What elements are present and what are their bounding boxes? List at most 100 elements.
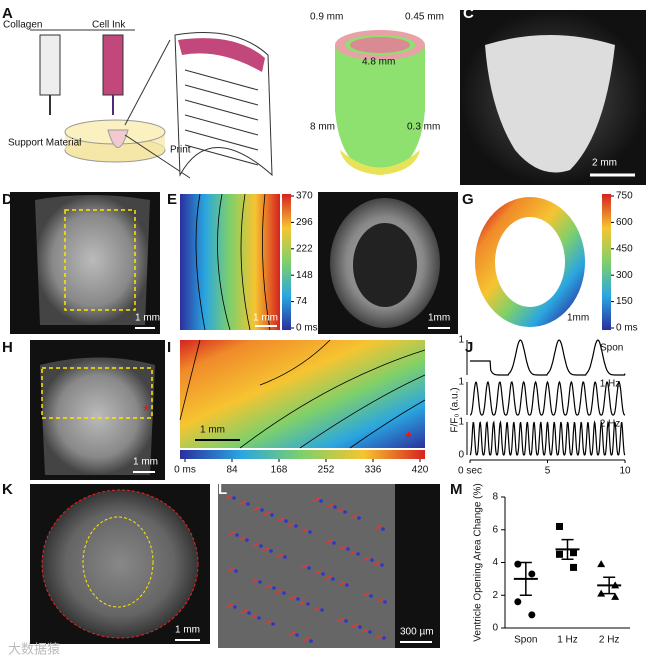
panel-l: 300 µm — [218, 484, 440, 648]
svg-text:*: * — [143, 403, 149, 420]
cell-marker — [258, 580, 262, 584]
scale-bar-label: 1 mm — [253, 313, 278, 324]
y-tick-label: 8 — [492, 492, 498, 503]
velocity-arrow — [263, 511, 271, 516]
y-tick-label: 6 — [492, 524, 498, 535]
velocity-arrow — [239, 500, 247, 505]
cell-marker — [260, 508, 264, 512]
panel-e: 1 mm — [180, 193, 291, 331]
ventricle-model — [335, 45, 425, 175]
trace-label: 1 Hz — [600, 379, 621, 390]
cell-marker — [356, 552, 360, 556]
cell-marker — [306, 602, 310, 606]
cell-marker — [296, 597, 300, 601]
colorbar-label: 168 — [271, 465, 288, 476]
scale-bar-label: 1mm — [428, 313, 450, 324]
velocity-arrow — [288, 631, 296, 636]
y-tick-label: 2 — [492, 590, 498, 601]
scale-bar-label: 1mm — [567, 313, 589, 324]
panel-letter: J — [465, 339, 473, 356]
scale-bar-label: 1 mm — [175, 625, 200, 636]
colorbar-label: 370 — [296, 191, 313, 202]
label: Cell Ink — [92, 20, 126, 31]
label: Collagen — [3, 20, 42, 31]
velocity-arrow — [375, 634, 383, 639]
velocity-arrow — [253, 506, 261, 511]
velocity-arrow — [275, 589, 283, 594]
calcium-trace — [470, 339, 626, 376]
cell-marker — [232, 496, 236, 500]
panel-c: 2 mm — [460, 10, 646, 185]
colorbar-label: 300 — [616, 270, 633, 281]
velocity-arrow — [362, 592, 370, 597]
panel-d: 1 mm — [10, 192, 160, 334]
cell-marker — [333, 505, 337, 509]
data-point — [556, 522, 563, 530]
velocity-arrow — [313, 606, 321, 611]
cell-marker — [294, 524, 298, 528]
printed-ventricle-photo — [485, 35, 615, 173]
y-tick-label: 1 — [458, 377, 464, 388]
velocity-arrow — [301, 528, 309, 533]
cell-marker — [320, 608, 324, 612]
cell-marker — [382, 636, 386, 640]
data-point — [514, 598, 522, 606]
velocity-arrow — [338, 581, 346, 586]
colorbar-label: 150 — [616, 296, 633, 307]
syringe — [39, 34, 61, 96]
data-point — [597, 589, 606, 597]
velocity-arrow — [336, 508, 344, 513]
error-bar — [519, 561, 532, 596]
dimension: 0.45 mm — [405, 12, 444, 23]
colorbar-label: 296 — [296, 217, 313, 228]
colorbar-label: 0 ms — [296, 323, 318, 334]
velocity-arrow — [314, 570, 322, 575]
cell-marker — [269, 549, 273, 553]
dimension: 0.3 mm — [407, 122, 440, 133]
velocity-arrow — [350, 514, 358, 519]
panel-a: Collagen Cell Ink Support Material Print — [3, 20, 273, 179]
cell-marker — [345, 583, 349, 587]
colorbar-label: 252 — [318, 465, 335, 476]
cell-marker — [284, 519, 288, 523]
panel-letter: E — [167, 191, 177, 208]
collagen-layers — [184, 69, 259, 166]
colorbar — [180, 450, 425, 459]
panel-letter: H — [2, 339, 13, 356]
velocity-arrow — [337, 617, 345, 622]
x-tick-label: 0 sec — [458, 466, 482, 477]
velocity-arrow — [312, 497, 320, 502]
x-tick-label: 2 Hz — [599, 635, 620, 646]
colorbar-label: 74 — [296, 296, 308, 307]
cell-marker — [344, 619, 348, 623]
cell-marker — [233, 605, 237, 609]
velocity-arrow — [262, 547, 270, 552]
activation-map — [475, 197, 585, 327]
cell-marker — [319, 499, 323, 503]
velocity-arrow — [361, 628, 369, 633]
cell-marker — [380, 563, 384, 567]
velocity-arrow — [363, 556, 371, 561]
colorbar-label: 148 — [296, 270, 313, 281]
colorbar-label: 222 — [296, 243, 313, 254]
colorbar — [282, 194, 291, 330]
velocity-arrow — [252, 542, 260, 547]
velocity-arrow — [250, 614, 258, 619]
cell-marker — [346, 547, 350, 551]
cell-marker — [271, 622, 275, 626]
velocity-arrow — [276, 553, 284, 558]
panel-letter: D — [2, 191, 13, 208]
colorbar-label: 0 ms — [174, 465, 196, 476]
cell-marker — [245, 538, 249, 542]
velocity-arrow — [228, 531, 236, 536]
cell-marker — [270, 513, 274, 517]
y-tick-label: 0 — [458, 450, 464, 461]
panel-letter: G — [462, 191, 474, 208]
zoom-line — [124, 134, 191, 179]
cell-marker — [282, 591, 286, 595]
cell-marker — [321, 572, 325, 576]
trace-label: 2 Hz — [600, 419, 621, 430]
velocity-arrow — [264, 620, 272, 625]
cell-marker — [332, 541, 336, 545]
colorbar-label: 750 — [616, 191, 633, 202]
